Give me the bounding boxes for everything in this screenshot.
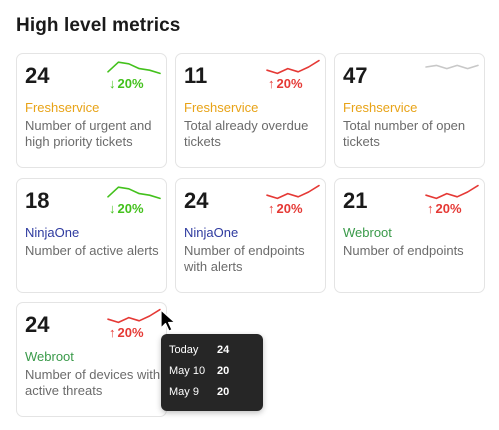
sparkline-path <box>107 186 161 200</box>
tooltip-date: May 9 <box>169 386 199 398</box>
tooltip-value: 20 <box>217 365 230 377</box>
metric-value: 24 <box>25 312 50 337</box>
sparkline-chart[interactable] <box>107 308 161 324</box>
sparkline-chart[interactable] <box>107 59 161 75</box>
sparkline-chart[interactable] <box>266 59 320 75</box>
arrow-up-icon: ↑ <box>109 325 116 340</box>
sparkline-chart[interactable] <box>425 59 479 75</box>
metric-source: Freshservice <box>25 100 100 115</box>
metric-card[interactable]: 24 ↑ 20% NinjaOne Number of endpoints with a… <box>175 178 326 293</box>
metric-value: 47 <box>343 63 368 88</box>
metric-delta-value: 20% <box>276 201 303 216</box>
metric-source: NinjaOne <box>25 225 80 240</box>
arrow-down-icon: ↓ <box>109 76 116 91</box>
metric-delta-value: 20% <box>117 201 144 216</box>
metric-card[interactable]: 24 ↑ 20% Webroot Number of devices with acti… <box>16 302 167 417</box>
tooltip-value: 24 <box>217 344 230 356</box>
metric-description: Total already overdue tickets <box>184 118 309 149</box>
metric-source: Webroot <box>343 225 392 240</box>
metric-description: Number of endpoints with alerts <box>184 243 305 274</box>
metric-card[interactable]: 18 ↓ 20% NinjaOne Number of active alerts <box>16 178 167 293</box>
sparkline-path <box>266 59 320 75</box>
metric-value: 24 <box>25 63 50 88</box>
metric-delta: ↑ 20% <box>427 201 462 216</box>
sparkline-path <box>107 308 161 324</box>
sparkline-path <box>425 64 479 70</box>
mouse-cursor-icon <box>160 309 176 332</box>
metric-source: Freshservice <box>343 100 418 115</box>
arrow-down-icon: ↓ <box>109 201 116 216</box>
metric-delta: ↓ 20% <box>109 201 144 216</box>
metric-delta: ↓ 20% <box>109 76 144 91</box>
metric-delta: ↑ 20% <box>109 325 144 340</box>
metric-value: 24 <box>184 188 209 213</box>
sparkline-chart[interactable] <box>425 184 479 200</box>
sparkline-chart[interactable] <box>266 184 320 200</box>
sparkline-tooltip: Today 24 May 10 20 May 9 20 <box>161 334 263 411</box>
sparkline-path <box>425 184 479 200</box>
tooltip-row: Today 24 <box>169 342 259 358</box>
metric-delta-value: 20% <box>117 325 144 340</box>
metric-value: 21 <box>343 188 368 213</box>
metric-description: Number of endpoints <box>343 243 464 258</box>
metric-source: Freshservice <box>184 100 259 115</box>
metric-source: Webroot <box>25 349 74 364</box>
metric-card[interactable]: 24 ↓ 20% Freshservice Number of urgent and h… <box>16 53 167 168</box>
metric-card[interactable]: 21 ↑ 20% Webroot Number of endpoints <box>334 178 485 293</box>
tooltip-value: 20 <box>217 386 230 398</box>
metric-delta-value: 20% <box>435 201 462 216</box>
metric-delta-value: 20% <box>276 76 303 91</box>
arrow-up-icon: ↑ <box>268 76 275 91</box>
metric-source: NinjaOne <box>184 225 239 240</box>
sparkline-path <box>107 61 161 75</box>
metric-description: Number of devices with active threats <box>25 367 161 398</box>
arrow-up-icon: ↑ <box>427 201 434 216</box>
metric-card[interactable]: 47 Freshservice Total number of open ticke… <box>334 53 485 168</box>
metric-description: Total number of open tickets <box>343 118 466 149</box>
sparkline-path <box>266 184 320 200</box>
tooltip-date: May 10 <box>169 365 206 377</box>
tooltip-row: May 10 20 <box>169 363 259 379</box>
arrow-up-icon: ↑ <box>268 201 275 216</box>
metric-description: Number of active alerts <box>25 243 159 258</box>
sparkline-chart[interactable] <box>107 184 161 200</box>
metric-delta: ↑ 20% <box>268 201 303 216</box>
metric-card[interactable]: 11 ↑ 20% Freshservice Total already overdue … <box>175 53 326 168</box>
section-title: High level metrics <box>16 15 181 36</box>
metric-value: 11 <box>184 63 208 88</box>
tooltip-row: May 9 20 <box>169 384 259 400</box>
metric-delta-value: 20% <box>117 76 144 91</box>
tooltip-date: Today <box>169 344 199 356</box>
metric-delta: ↑ 20% <box>268 76 303 91</box>
metric-value: 18 <box>25 188 50 213</box>
metric-description: Number of urgent and high priority ticke… <box>25 118 152 149</box>
